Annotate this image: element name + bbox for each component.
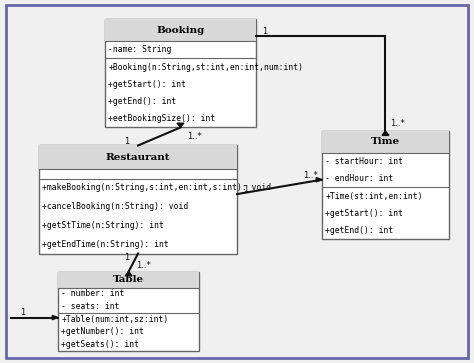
Text: 1: 1: [20, 307, 25, 317]
Bar: [322, 131, 449, 153]
Text: +getStTime(n:String): int: +getStTime(n:String): int: [42, 221, 164, 230]
Text: Table: Table: [113, 275, 144, 284]
Polygon shape: [316, 178, 322, 182]
Text: 1..*: 1..*: [303, 171, 318, 180]
Bar: [105, 19, 256, 41]
Text: 1..*: 1..*: [137, 261, 151, 270]
Bar: [58, 272, 199, 287]
Text: Time: Time: [371, 138, 400, 147]
Text: 1: 1: [124, 253, 129, 262]
Text: +eetBookingSize(): int: +eetBookingSize(): int: [109, 114, 216, 123]
Bar: [105, 19, 256, 127]
Polygon shape: [52, 315, 58, 320]
Text: 1: 1: [262, 27, 267, 36]
Text: - number: int: - number: int: [61, 289, 125, 298]
Text: - startHour: int: - startHour: int: [325, 157, 403, 166]
Text: - endHour: int: - endHour: int: [325, 174, 393, 183]
Text: 1..*: 1..*: [390, 119, 405, 129]
Text: +getNumber(): int: +getNumber(): int: [61, 327, 144, 337]
Text: Restaurant: Restaurant: [106, 153, 170, 162]
Polygon shape: [125, 272, 132, 276]
Polygon shape: [177, 123, 184, 127]
Text: +getEnd(): int: +getEnd(): int: [325, 226, 393, 235]
Text: Booking: Booking: [156, 26, 205, 35]
Text: +makeBooking(n:String,s:int,en:int,s:int): void: +makeBooking(n:String,s:int,en:int,s:int…: [42, 183, 272, 192]
Text: +cancelBooking(n:String): void: +cancelBooking(n:String): void: [42, 202, 189, 211]
Text: 1..*: 1..*: [187, 132, 202, 141]
Text: -name: String: -name: String: [109, 45, 172, 54]
Text: +getEnd(): int: +getEnd(): int: [109, 97, 177, 106]
Text: 1: 1: [243, 185, 248, 194]
Polygon shape: [382, 131, 389, 135]
Text: +Time(st:int,en:int): +Time(st:int,en:int): [325, 192, 423, 200]
Text: +getStart(): int: +getStart(): int: [325, 209, 403, 218]
Bar: [58, 272, 199, 351]
Text: +getEndTime(n:String): int: +getEndTime(n:String): int: [42, 240, 169, 249]
Text: +Booking(n:String,st:int,en:int,num:int): +Booking(n:String,st:int,en:int,num:int): [109, 62, 303, 72]
Text: +getSeats(): int: +getSeats(): int: [61, 340, 139, 349]
Text: 1: 1: [124, 137, 129, 146]
Bar: [39, 146, 237, 169]
Text: - seats: int: - seats: int: [61, 302, 120, 311]
Bar: [322, 131, 449, 239]
Text: +Table(num:int,sz:int): +Table(num:int,sz:int): [61, 315, 168, 324]
Bar: [39, 146, 237, 253]
Text: +getStart(): int: +getStart(): int: [109, 80, 186, 89]
